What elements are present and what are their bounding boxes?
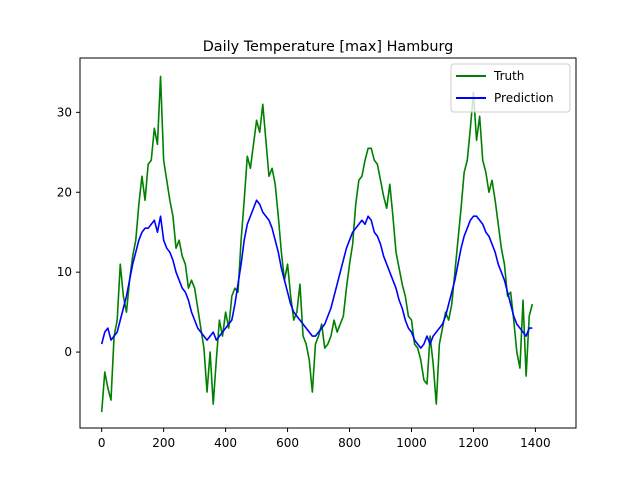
x-tick-label: 400 bbox=[214, 436, 237, 450]
series-line-truth bbox=[100, 75, 534, 413]
plot-frame bbox=[79, 57, 577, 429]
x-tick-label: 600 bbox=[276, 436, 299, 450]
x-tick-label: 1200 bbox=[458, 436, 489, 450]
legend-label-truth: Truth bbox=[493, 69, 524, 83]
y-tick-label: 0 bbox=[64, 345, 72, 359]
legend-label-prediction: Prediction bbox=[494, 91, 554, 105]
legend: Truth Prediction bbox=[450, 63, 571, 113]
x-tick-label: 800 bbox=[338, 436, 361, 450]
x-tick-label: 1400 bbox=[520, 436, 551, 450]
x-tick-label: 1000 bbox=[396, 436, 427, 450]
x-tick-label: 200 bbox=[152, 436, 175, 450]
y-tick-label: 30 bbox=[57, 105, 72, 119]
x-tick-label: 0 bbox=[98, 436, 106, 450]
series-layer bbox=[100, 75, 534, 413]
chart-title: Daily Temperature [max] Hamburg bbox=[203, 39, 454, 55]
y-tick-label: 10 bbox=[57, 265, 72, 279]
x-axis: 0 200 400 600 800 1000 1200 1400 bbox=[98, 428, 551, 450]
y-tick-label: 20 bbox=[57, 185, 72, 199]
plot-area bbox=[79, 57, 577, 429]
y-axis: 0 10 20 30 bbox=[57, 105, 80, 359]
series-line-prediction bbox=[100, 199, 533, 349]
